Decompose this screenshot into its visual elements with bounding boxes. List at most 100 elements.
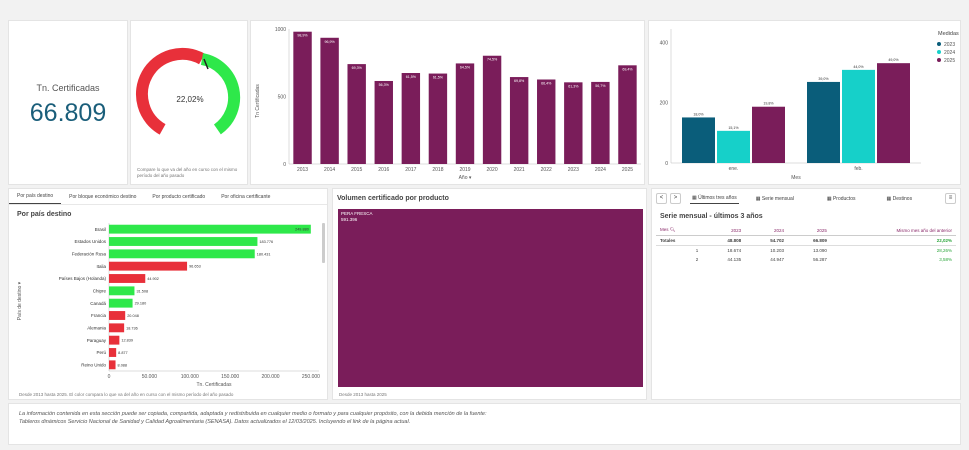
x-axis-title: Mes — [791, 175, 801, 181]
treemap-title: Volumen certificado por producto — [337, 195, 449, 202]
bar-2023[interactable] — [564, 82, 583, 164]
bar-value-label: 12.839 — [121, 339, 133, 343]
x-tick-label: 2018 — [432, 167, 443, 173]
col-same-month[interactable]: Mismo mes año del anterior — [830, 225, 956, 236]
legend-label[interactable]: 2023 — [944, 42, 955, 48]
bar-ene.-2025[interactable] — [752, 106, 785, 163]
country-note: Desde 2013 hasta 2025. El color compara … — [19, 392, 234, 397]
x-tick-label: 2016 — [378, 167, 389, 173]
table-title: Serie mensual - últimos 3 años — [660, 213, 763, 220]
bar-Federación Rusa[interactable] — [109, 249, 255, 259]
bar-value-label: 44.902 — [147, 277, 159, 281]
x-tick-label: 0 — [108, 374, 111, 380]
bar-ene.-2023[interactable] — [682, 117, 715, 163]
bar-Chipre[interactable] — [109, 286, 135, 296]
country-bar-chart: 0 50.000 100.000 150.000 200.000 250.000 Tn. C… — [17, 223, 325, 388]
col-2025[interactable]: 2025 — [788, 225, 831, 236]
bar-feb.-2023[interactable] — [807, 81, 840, 163]
tab-product[interactable]: Por producto certificado — [152, 193, 206, 200]
col-2023[interactable]: 2023 — [702, 225, 746, 236]
legend-marker — [937, 42, 941, 46]
y-axis-title[interactable]: País de destino ▾ — [17, 281, 23, 320]
bar-Brasil[interactable] — [109, 224, 311, 234]
bar-value-label: 74,5% — [487, 58, 498, 62]
country-title: Por país destino — [17, 211, 72, 218]
x-tick-label: 2022 — [541, 167, 552, 173]
y-tick-label: Federación Rusa — [72, 252, 107, 257]
legend-label[interactable]: 2025 — [944, 58, 955, 64]
y-tick-label: Países Bajos (Holanda) — [59, 276, 107, 281]
bar-Estados Unidos[interactable] — [109, 237, 258, 246]
col-mes[interactable]: Mes 🔍︎ — [656, 225, 703, 236]
bar-2019[interactable] — [455, 63, 475, 164]
bar-2022[interactable] — [537, 79, 556, 164]
gauge-note: Compare lo que va del año en curso con e… — [137, 167, 238, 178]
bar-2015[interactable] — [347, 64, 366, 164]
legend-marker — [937, 50, 941, 54]
legend-marker — [937, 58, 941, 62]
bar-ene.-2024[interactable] — [717, 130, 750, 163]
x-tick-label: 2020 — [487, 167, 498, 173]
tab-economic-block[interactable]: Por bloque económico destino — [69, 193, 137, 200]
x-tick-label: 2025 — [622, 167, 633, 173]
bar-feb.-2025[interactable] — [877, 63, 910, 163]
legend-label[interactable]: 2024 — [944, 50, 955, 56]
y-tick-label: Perú — [96, 350, 106, 355]
tab-products[interactable]: ▦ Productos — [826, 195, 856, 202]
next-button[interactable]: > — [670, 193, 681, 204]
tab-office[interactable]: Por oficina certificante — [221, 193, 271, 200]
bar-2013[interactable] — [293, 31, 312, 165]
x-tick-label: 2017 — [405, 167, 416, 173]
prev-button[interactable]: < — [656, 193, 667, 204]
bar-value-label: 20.048 — [127, 314, 139, 318]
tab-country[interactable]: Por país destino — [9, 189, 62, 204]
bar-value-label: 249.880 — [295, 228, 309, 232]
col-2024[interactable]: 2024 — [745, 225, 788, 236]
table-icon: ▦ — [886, 195, 893, 202]
bar-2020[interactable] — [482, 55, 502, 165]
bar-2017[interactable] — [401, 73, 421, 164]
y-tick-label: Paraguay — [87, 338, 107, 343]
x-tick-label: 50.000 — [142, 374, 158, 380]
y-tick-label: 1000 — [275, 27, 286, 33]
gauge-value: 22,02% — [176, 95, 203, 104]
x-tick-label: 200.000 — [261, 374, 279, 380]
y-tick-label: Francia — [91, 313, 107, 318]
tab-destinations[interactable]: ▦ Destinos — [886, 195, 913, 202]
x-tick-label: feb. — [854, 166, 862, 172]
x-tick-label: 2021 — [514, 167, 525, 173]
bar-feb.-2024[interactable] — [842, 69, 875, 163]
bar-Alemania[interactable] — [109, 323, 125, 333]
x-axis-title: Tn. Certificadas — [196, 382, 232, 388]
bar-Italia[interactable] — [109, 261, 188, 271]
bar-Reino Unido[interactable] — [109, 360, 116, 370]
bar-2025[interactable] — [618, 65, 637, 164]
x-tick-label: ene. — [729, 166, 739, 172]
bar-2021[interactable] — [509, 77, 529, 164]
bar-Países Bajos (Holanda)[interactable] — [109, 274, 146, 283]
treemap-tile[interactable]: PERA FRESCA 591.396 — [338, 209, 643, 387]
table-icon: ▦ — [755, 195, 762, 202]
x-tick-label: 150.000 — [221, 374, 239, 380]
tab-monthly-series[interactable]: ▦ Serie mensual — [755, 195, 794, 202]
bar-value-label: 96.653 — [189, 265, 201, 269]
bar-value-label: 61,5% — [433, 76, 444, 80]
gauge-chart: 22,02% — [135, 47, 241, 135]
x-tick-label: 250.000 — [302, 374, 320, 380]
kpi-label: Tn. Certificadas — [36, 83, 100, 93]
bar-Paraguay[interactable] — [109, 335, 120, 345]
x-axis-title[interactable]: Año ▾ — [459, 175, 472, 181]
bar-Francia[interactable] — [109, 311, 126, 320]
bar-2014[interactable] — [320, 37, 339, 164]
bar-Perú[interactable] — [109, 348, 117, 357]
bar-2018[interactable] — [428, 73, 448, 164]
bar-2016[interactable] — [374, 80, 393, 164]
search-icon[interactable]: 🔍︎ — [669, 227, 676, 232]
bar-Canadá[interactable] — [109, 298, 133, 308]
menu-button[interactable]: ≡ — [945, 193, 956, 204]
scrollbar[interactable] — [322, 223, 325, 263]
x-tick-label: 2013 — [297, 167, 308, 173]
tab-last-three-years[interactable]: ▦ Últimos tres años — [690, 193, 739, 204]
bar-2024[interactable] — [591, 81, 610, 164]
footer: La información contenida en esta sección… — [8, 403, 961, 445]
